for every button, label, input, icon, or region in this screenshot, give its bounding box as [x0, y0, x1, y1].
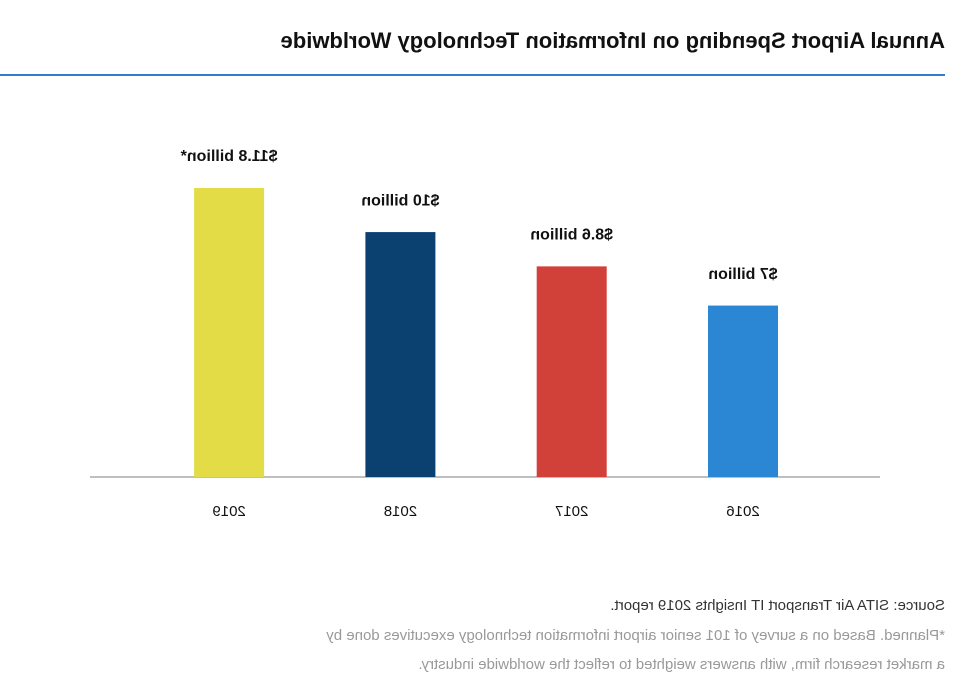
bar — [365, 232, 436, 477]
chart-title: Annual Airport Spending on Information T… — [281, 28, 945, 53]
bar — [536, 266, 607, 477]
value-label: $10 billion — [361, 192, 439, 209]
note-line: a market research firm, with answers wei… — [418, 656, 945, 673]
source: Source: SITA Air Transport IT Insights 2… — [610, 597, 945, 614]
value-label: $11.8 billion* — [180, 148, 278, 165]
note-line: *Planned. Based on a survey of 101 senio… — [326, 627, 945, 644]
x-tick-label: 2019 — [212, 503, 245, 520]
bar — [708, 305, 778, 477]
x-tick-label: 2018 — [384, 503, 417, 520]
value-label: $7 billion — [708, 266, 777, 283]
bar — [194, 188, 265, 477]
value-label: $8.6 billion — [530, 227, 613, 244]
x-tick-label: 2017 — [555, 503, 588, 520]
x-tick-label: 2016 — [726, 503, 759, 520]
